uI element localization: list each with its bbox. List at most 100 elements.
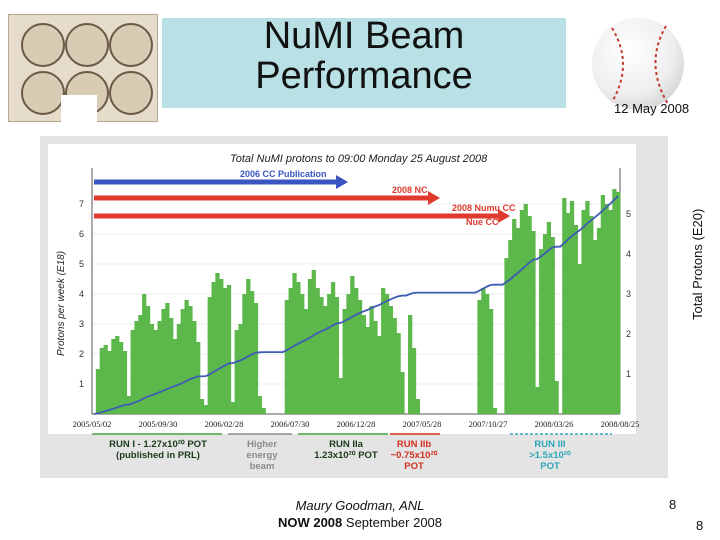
cumulative-line bbox=[93, 195, 619, 415]
week-bar bbox=[523, 204, 528, 414]
week-bar bbox=[369, 306, 374, 414]
y2-tick-label: 5 bbox=[626, 209, 631, 219]
week-bar bbox=[573, 225, 579, 414]
week-bar bbox=[292, 273, 297, 414]
title-background bbox=[162, 18, 566, 108]
week-bar bbox=[188, 306, 193, 414]
arrow-head bbox=[336, 175, 348, 189]
week-bar bbox=[288, 288, 293, 414]
chart-title: Total NuMI protons to 09:00 Monday 25 Au… bbox=[230, 153, 488, 165]
week-bar bbox=[319, 297, 324, 414]
x-tick-label: 2006/12/28 bbox=[337, 419, 376, 429]
right-axis-label: Total Protons (E20) bbox=[690, 208, 705, 320]
week-bar bbox=[388, 306, 394, 414]
x-tick-label: 2008/08/25 bbox=[601, 419, 640, 429]
arrow-label-2: Nue CC bbox=[466, 217, 499, 227]
week-bar bbox=[203, 405, 209, 414]
week-bar bbox=[284, 300, 289, 414]
footer-conf-date: September 2008 bbox=[342, 515, 443, 530]
week-bar bbox=[134, 321, 139, 414]
week-bar bbox=[604, 204, 609, 414]
week-bar bbox=[477, 300, 482, 414]
y-axis-label: Protons per week (E18) bbox=[56, 251, 67, 356]
week-bar bbox=[411, 348, 417, 414]
run-label: (published in PRL) bbox=[116, 450, 200, 461]
x-tick-label: 2005/09/30 bbox=[139, 419, 178, 429]
week-bar bbox=[338, 378, 343, 414]
run-label: ~0.75x10²⁰ bbox=[391, 450, 438, 461]
x-tick-label: 2006/02/28 bbox=[205, 419, 244, 429]
arrow-label: 2008 Numu CC bbox=[452, 203, 516, 213]
week-bar bbox=[373, 321, 378, 414]
week-bar bbox=[149, 324, 155, 414]
week-bar bbox=[600, 195, 605, 414]
week-bar bbox=[384, 294, 390, 414]
y2-tick-label: 1 bbox=[626, 369, 631, 379]
x-tick-label: 2007/10/27 bbox=[469, 419, 508, 429]
week-bar bbox=[577, 264, 582, 414]
beam-chart: Total NuMI protons to 09:00 Monday 25 Au… bbox=[40, 136, 668, 478]
arrow-head bbox=[498, 209, 510, 223]
week-bar bbox=[153, 330, 158, 414]
week-bar bbox=[554, 381, 559, 414]
y-tick-label: 2 bbox=[79, 349, 84, 359]
week-bar bbox=[223, 288, 228, 414]
week-bar bbox=[130, 330, 135, 414]
week-bar bbox=[531, 231, 536, 414]
week-bar bbox=[118, 342, 124, 414]
week-bar bbox=[415, 399, 420, 414]
week-bar bbox=[381, 288, 386, 414]
arrow-head bbox=[428, 191, 440, 205]
week-bar bbox=[115, 336, 120, 414]
run-label: energy bbox=[246, 450, 278, 461]
run-label: >1.5x10²⁰ bbox=[529, 450, 571, 461]
week-bar bbox=[176, 324, 182, 414]
run-label: RUN III bbox=[534, 439, 565, 450]
x-tick-label: 2006/07/30 bbox=[271, 419, 310, 429]
x-tick-label: 2008/03/26 bbox=[535, 419, 574, 429]
week-bar bbox=[481, 288, 486, 414]
week-bar bbox=[145, 306, 151, 414]
x-tick-label: 2005/05/02 bbox=[73, 419, 112, 429]
baseball-image bbox=[592, 18, 684, 110]
week-bar bbox=[226, 285, 232, 414]
week-bar bbox=[546, 222, 552, 414]
run-label: Higher bbox=[247, 439, 277, 450]
week-bar bbox=[215, 273, 220, 414]
week-bar bbox=[550, 237, 555, 414]
week-bar bbox=[562, 198, 567, 414]
week-bar bbox=[196, 342, 201, 414]
week-bar bbox=[323, 306, 328, 414]
page-number: 8 bbox=[669, 497, 677, 512]
run-label: 1.23x10²⁰ POT bbox=[314, 450, 378, 461]
week-bar bbox=[242, 294, 247, 414]
week-bar bbox=[508, 240, 513, 414]
y-tick-label: 4 bbox=[79, 289, 84, 299]
week-bar bbox=[515, 228, 521, 414]
week-bar bbox=[492, 408, 498, 414]
run-label: POT bbox=[540, 461, 560, 472]
y-tick-label: 1 bbox=[79, 379, 84, 389]
week-bar bbox=[192, 321, 197, 414]
week-bar bbox=[350, 276, 355, 414]
footer-author: Maury Goodman, ANL bbox=[295, 498, 425, 513]
week-bar bbox=[408, 315, 413, 414]
week-bar bbox=[300, 294, 305, 414]
week-bar bbox=[330, 282, 336, 414]
beam-chart-svg: Total NuMI protons to 09:00 Monday 25 Au… bbox=[40, 136, 668, 478]
week-bar bbox=[238, 324, 243, 414]
week-bar bbox=[169, 318, 174, 414]
run-label: beam bbox=[250, 461, 275, 472]
week-bar bbox=[253, 303, 259, 414]
run-label: RUN IIa bbox=[329, 439, 364, 450]
y-tick-label: 7 bbox=[79, 199, 84, 209]
week-bar bbox=[581, 210, 586, 414]
week-bar bbox=[342, 309, 347, 414]
week-bar bbox=[377, 336, 382, 414]
arrow-label: 2006 CC Publication bbox=[240, 169, 327, 179]
week-bar bbox=[261, 408, 266, 414]
slide-date: 12 May 2008 bbox=[614, 101, 690, 116]
week-bar bbox=[95, 369, 101, 414]
week-bar bbox=[207, 297, 212, 414]
week-bar bbox=[303, 309, 309, 414]
